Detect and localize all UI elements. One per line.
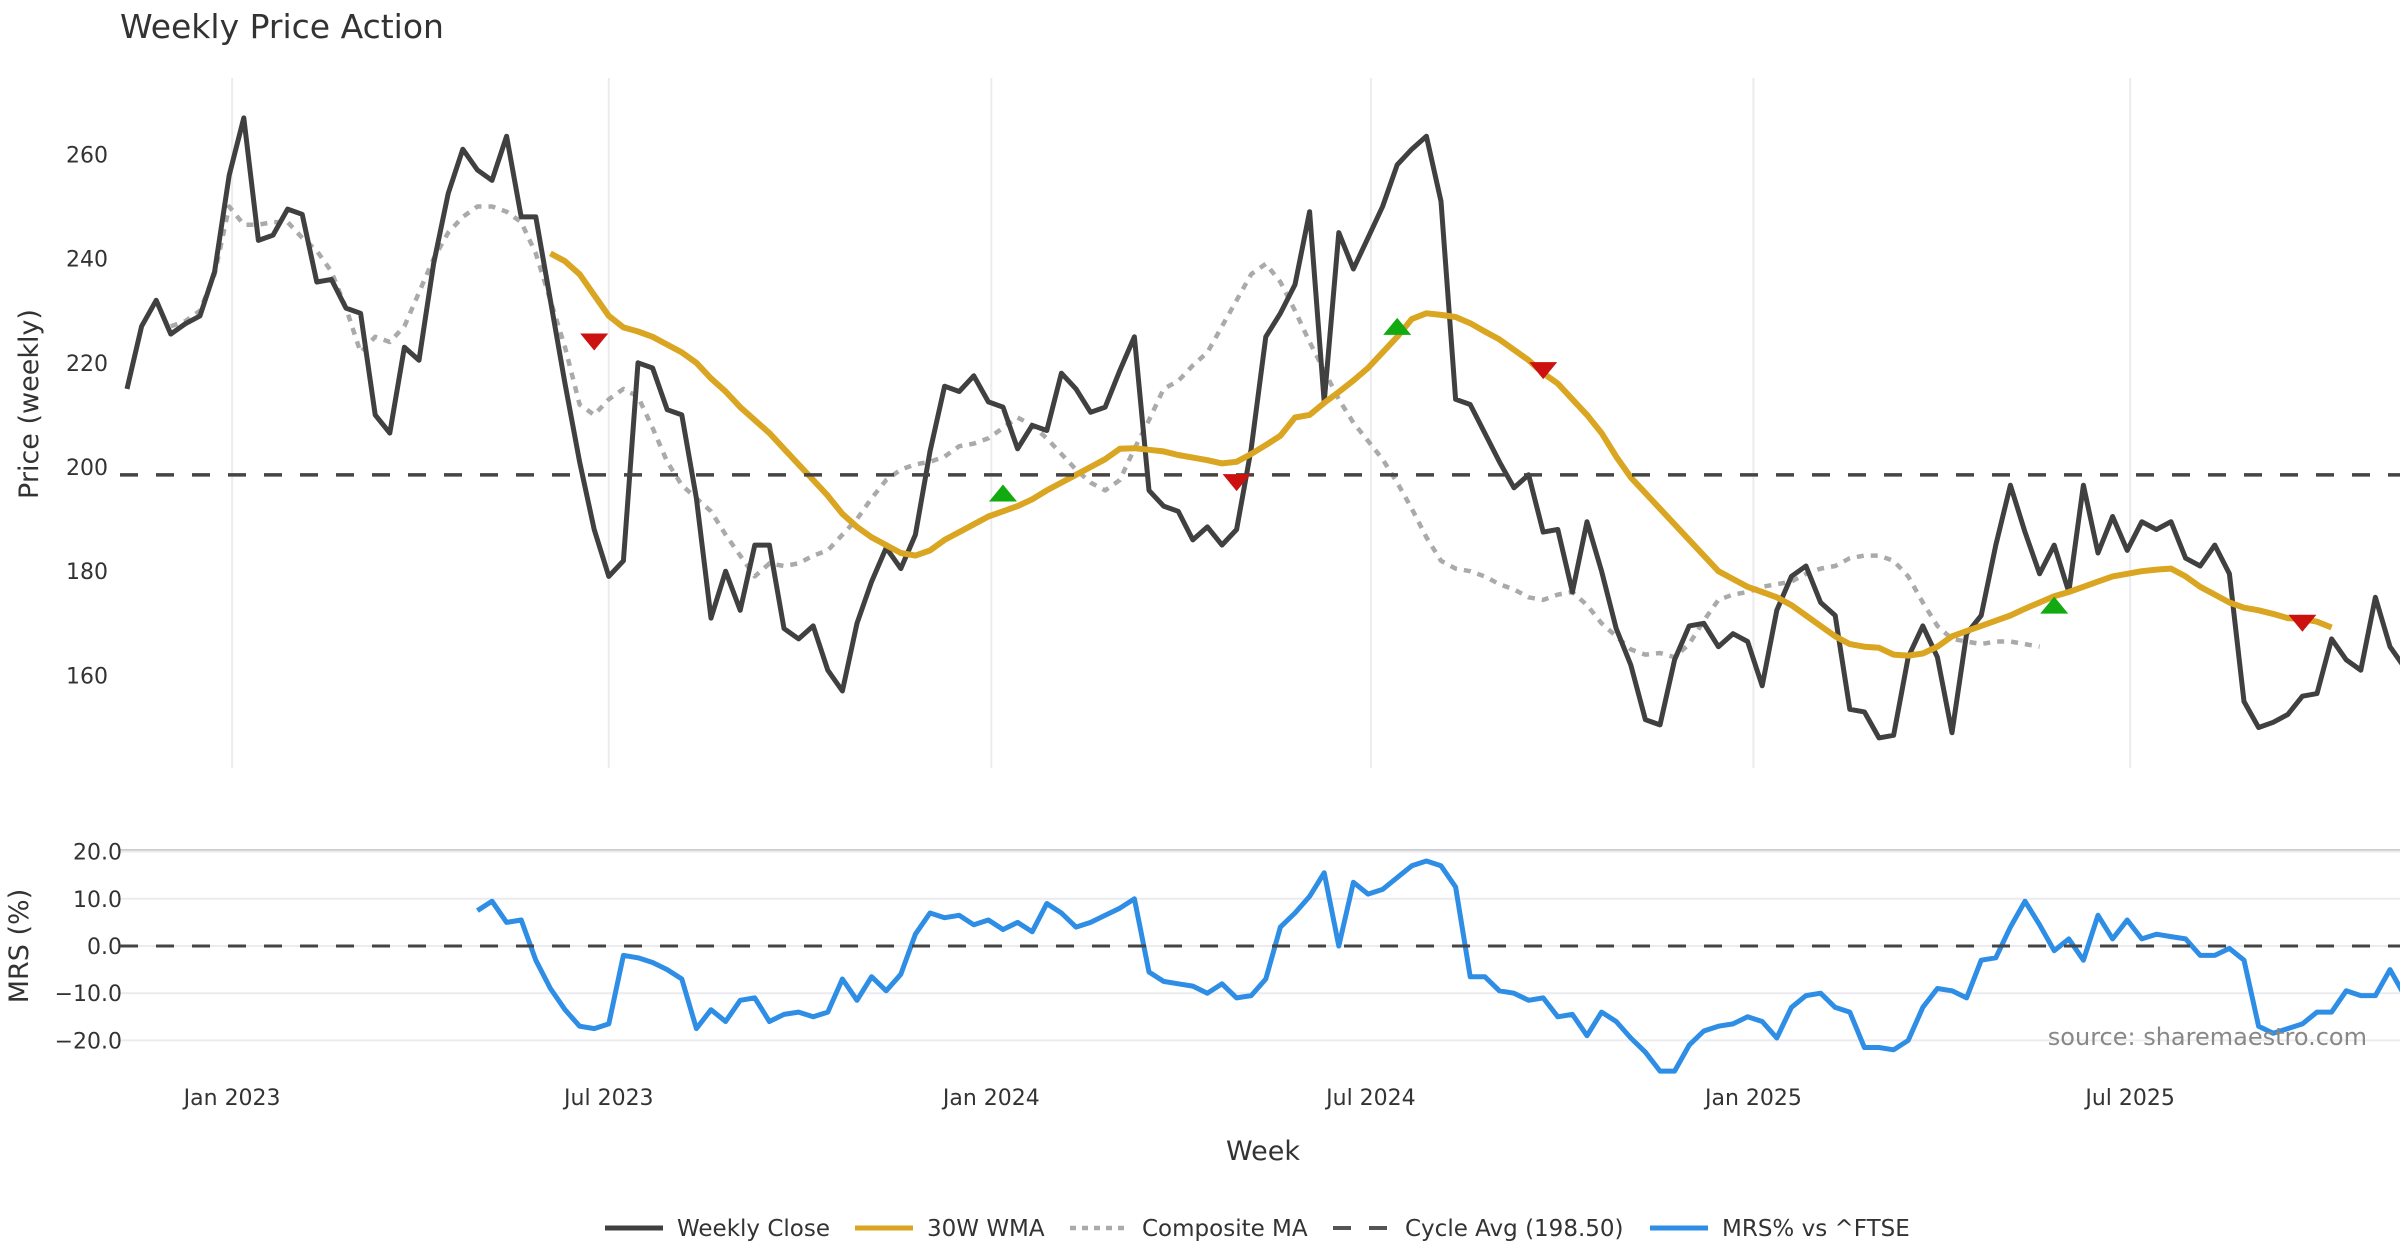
x-tick-label: Jan 2025 xyxy=(1703,1086,1802,1111)
legend-label: Composite MA xyxy=(1142,1216,1308,1242)
sell-signal-marker xyxy=(580,333,609,351)
legend-item: Composite MA xyxy=(1070,1216,1308,1242)
x-axis-label: Week xyxy=(1226,1136,1300,1167)
legend-item: Weekly Close xyxy=(605,1216,830,1242)
mrs-y-tick: 10.0 xyxy=(73,888,122,913)
composite-ma-line xyxy=(170,204,2040,660)
x-tick-label: Jul 2023 xyxy=(562,1086,654,1111)
price-y-tick: 200 xyxy=(66,456,108,481)
mrs-y-axis-label: MRS (%) xyxy=(4,889,35,1004)
legend-item: MRS% vs ^FTSE xyxy=(1650,1216,1910,1242)
price-y-tick: 260 xyxy=(66,143,108,168)
legend-label: MRS% vs ^FTSE xyxy=(1722,1216,1910,1242)
legend: Weekly Close 30W WMA Composite MA Cycle Avg… xyxy=(605,1216,1910,1242)
sell-signal-marker xyxy=(1529,362,1558,380)
legend-item: Cycle Avg (198.50) xyxy=(1333,1216,1624,1242)
x-tick-label: Jul 2025 xyxy=(2083,1086,2175,1111)
signal-markers xyxy=(580,317,2317,632)
mrs-line xyxy=(476,858,2400,1074)
x-ticks: Jan 2023 Jul 2023 Jan 2024 Jul 2024 Jan 2025… xyxy=(182,1086,2175,1111)
legend-label: Weekly Close xyxy=(677,1216,830,1242)
legend-item: 30W WMA xyxy=(855,1216,1045,1242)
price-gridlines xyxy=(231,78,2132,768)
mrs-series-group xyxy=(120,858,2400,1074)
sell-signal-marker xyxy=(1222,474,1251,492)
mrs-y-tick: 20.0 xyxy=(73,841,122,866)
sell-signal-marker xyxy=(2288,614,2317,632)
price-y-tick: 220 xyxy=(66,352,108,377)
chart-title: Weekly Price Action xyxy=(120,7,444,46)
x-tick-label: Jul 2024 xyxy=(1324,1086,1416,1111)
mrs-y-tick: −10.0 xyxy=(55,982,122,1007)
mrs-y-tick: 0.0 xyxy=(87,935,122,960)
legend-label: Cycle Avg (198.50) xyxy=(1405,1216,1624,1242)
source-annotation: source: sharemaestro.com xyxy=(2048,1023,2367,1051)
mrs-y-ticks: −20.0 −10.0 0.0 10.0 20.0 xyxy=(55,841,122,1055)
mrs-y-tick: −20.0 xyxy=(55,1029,122,1054)
x-tick-label: Jan 2024 xyxy=(941,1086,1040,1111)
price-y-tick: 180 xyxy=(66,560,108,585)
x-tick-label: Jan 2023 xyxy=(182,1086,281,1111)
legend-label: 30W WMA xyxy=(927,1216,1045,1242)
mrs-gridlines xyxy=(120,849,2400,1042)
price-series-group xyxy=(120,115,2400,741)
weekly-close-line xyxy=(124,115,2400,741)
buy-signal-marker xyxy=(989,484,1017,502)
buy-signal-marker xyxy=(1383,317,1412,335)
price-y-axis-label: Price (weekly) xyxy=(14,309,45,499)
buy-signal-marker xyxy=(2040,596,2069,614)
price-y-tick: 240 xyxy=(66,248,108,273)
wma-30w-line xyxy=(548,250,2333,659)
price-y-ticks: 160 180 200 220 240 260 xyxy=(66,143,108,689)
price-y-tick: 160 xyxy=(66,664,108,689)
